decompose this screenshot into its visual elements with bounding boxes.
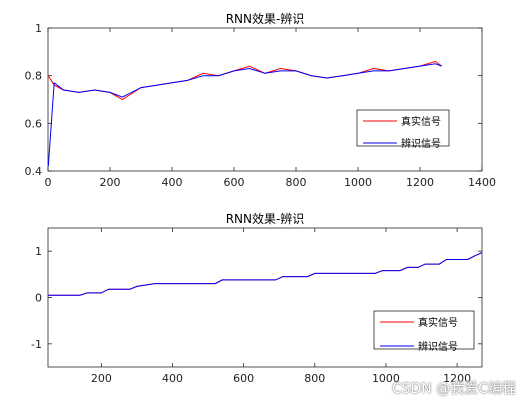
x-tick-label: 200: [100, 176, 121, 189]
x-tick-label: 800: [286, 176, 307, 189]
y-tick-label: 0.4: [25, 165, 43, 178]
x-tick-label: 600: [233, 372, 254, 385]
y-tick-label: 1: [35, 22, 42, 35]
y-tick-label: 1: [35, 245, 42, 258]
legend-label-2: 辨识信号: [418, 340, 458, 353]
x-tick-label: 1000: [344, 176, 372, 189]
watermark: CSDN @我爱C编程: [391, 381, 516, 397]
legend-label-1: 真实信号: [401, 115, 441, 128]
legend-box: [373, 310, 475, 350]
x-tick-label: 1400: [468, 176, 496, 189]
legend-box: [356, 109, 450, 147]
x-tick-label: 1200: [443, 372, 471, 385]
series-line-2: [48, 252, 482, 296]
x-tick-label: 1000: [372, 372, 400, 385]
x-tick-label: 400: [162, 176, 183, 189]
x-tick-label: 600: [224, 176, 245, 189]
chart-title: RNN效果-辨识: [226, 211, 305, 226]
legend-label-1: 真实信号: [418, 316, 458, 329]
x-tick-label: 400: [162, 372, 183, 385]
x-tick-label: 1200: [406, 176, 434, 189]
y-tick-label: 0.8: [25, 70, 43, 83]
x-tick-label: 0: [45, 176, 52, 189]
chart-title: RNN效果-辨识: [226, 11, 305, 26]
plot-frame: [47, 27, 483, 172]
series-line-2: [48, 63, 442, 167]
legend-label-2: 辨识信号: [401, 137, 441, 150]
chart-1: RNN效果-辨识 0 200 400 600 800 1000 1200 1400 0.4 0.6 0…: [25, 11, 497, 189]
x-tick-label: 200: [91, 372, 112, 385]
y-tick-label: 0: [35, 292, 42, 305]
y-tick-label: -1: [31, 338, 42, 351]
x-tick-label: 800: [304, 372, 325, 385]
y-tick-label: 0.6: [25, 117, 43, 130]
